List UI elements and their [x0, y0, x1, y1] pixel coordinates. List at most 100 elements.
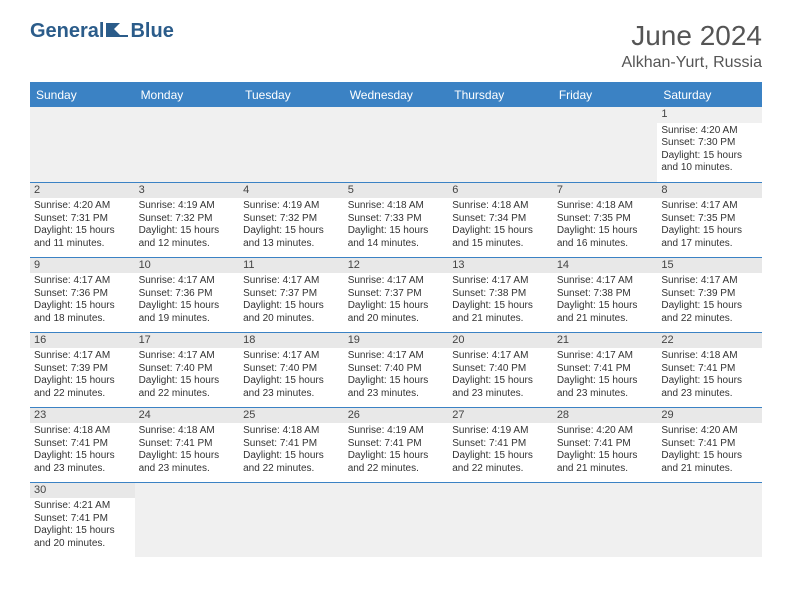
daylight-text: Daylight: 15 hours — [243, 375, 340, 388]
sunrise-text: Sunrise: 4:20 AM — [661, 125, 758, 138]
calendar-day-cell: 14Sunrise: 4:17 AMSunset: 7:38 PMDayligh… — [553, 257, 658, 332]
sunset-text: Sunset: 7:35 PM — [661, 213, 758, 226]
daylight-text: Daylight: 15 hours — [34, 375, 131, 388]
sunrise-text: Sunrise: 4:18 AM — [452, 200, 549, 213]
daylight-text: Daylight: 15 hours — [452, 450, 549, 463]
calendar-day-cell — [239, 482, 344, 557]
day-number: 8 — [657, 183, 762, 199]
brand-text-2: Blue — [130, 20, 173, 43]
daylight-text: Daylight: 15 hours — [139, 225, 236, 238]
calendar-day-cell: 28Sunrise: 4:20 AMSunset: 7:41 PMDayligh… — [553, 407, 658, 482]
daylight-text: and 23 minutes. — [139, 463, 236, 476]
day-number: 27 — [448, 408, 553, 424]
sunset-text: Sunset: 7:41 PM — [139, 438, 236, 451]
daylight-text: and 14 minutes. — [348, 238, 445, 251]
sunrise-text: Sunrise: 4:17 AM — [661, 200, 758, 213]
day-number: 20 — [448, 333, 553, 349]
sunset-text: Sunset: 7:30 PM — [661, 137, 758, 150]
calendar-day-cell: 30Sunrise: 4:21 AMSunset: 7:41 PMDayligh… — [30, 482, 135, 557]
daylight-text: and 22 minutes. — [139, 388, 236, 401]
daylight-text: Daylight: 15 hours — [661, 150, 758, 163]
daylight-text: Daylight: 15 hours — [34, 225, 131, 238]
daylight-text: Daylight: 15 hours — [348, 300, 445, 313]
calendar-day-cell: 4Sunrise: 4:19 AMSunset: 7:32 PMDaylight… — [239, 182, 344, 257]
day-number: 30 — [30, 483, 135, 499]
weekday-header: Thursday — [448, 83, 553, 108]
sunrise-text: Sunrise: 4:18 AM — [139, 425, 236, 438]
sunset-text: Sunset: 7:40 PM — [139, 363, 236, 376]
day-number: 6 — [448, 183, 553, 199]
calendar-day-cell — [135, 482, 240, 557]
daylight-text: and 22 minutes. — [452, 463, 549, 476]
day-number: 4 — [239, 183, 344, 199]
calendar-day-cell: 7Sunrise: 4:18 AMSunset: 7:35 PMDaylight… — [553, 182, 658, 257]
calendar-day-cell: 21Sunrise: 4:17 AMSunset: 7:41 PMDayligh… — [553, 332, 658, 407]
calendar-day-cell: 12Sunrise: 4:17 AMSunset: 7:37 PMDayligh… — [344, 257, 449, 332]
sunrise-text: Sunrise: 4:20 AM — [34, 200, 131, 213]
daylight-text: and 17 minutes. — [661, 238, 758, 251]
daylight-text: and 21 minutes. — [661, 463, 758, 476]
sunrise-text: Sunrise: 4:19 AM — [243, 200, 340, 213]
calendar-day-cell: 10Sunrise: 4:17 AMSunset: 7:36 PMDayligh… — [135, 257, 240, 332]
sunset-text: Sunset: 7:41 PM — [34, 513, 131, 526]
sunrise-text: Sunrise: 4:18 AM — [557, 200, 654, 213]
sunrise-text: Sunrise: 4:17 AM — [243, 350, 340, 363]
sunrise-text: Sunrise: 4:19 AM — [348, 425, 445, 438]
daylight-text: and 10 minutes. — [661, 162, 758, 175]
page-header: GeneralBlue June 2024 Alkhan-Yurt, Russi… — [0, 0, 792, 82]
daylight-text: and 23 minutes. — [452, 388, 549, 401]
weekday-header: Monday — [135, 83, 240, 108]
calendar-day-cell — [657, 482, 762, 557]
calendar-day-cell: 17Sunrise: 4:17 AMSunset: 7:40 PMDayligh… — [135, 332, 240, 407]
daylight-text: Daylight: 15 hours — [243, 225, 340, 238]
day-number: 9 — [30, 258, 135, 274]
sunset-text: Sunset: 7:32 PM — [243, 213, 340, 226]
calendar-day-cell: 8Sunrise: 4:17 AMSunset: 7:35 PMDaylight… — [657, 182, 762, 257]
sunset-text: Sunset: 7:38 PM — [452, 288, 549, 301]
weekday-header: Sunday — [30, 83, 135, 108]
calendar-day-cell: 16Sunrise: 4:17 AMSunset: 7:39 PMDayligh… — [30, 332, 135, 407]
sunrise-text: Sunrise: 4:18 AM — [243, 425, 340, 438]
sunset-text: Sunset: 7:41 PM — [348, 438, 445, 451]
daylight-text: Daylight: 15 hours — [34, 525, 131, 538]
sunrise-text: Sunrise: 4:20 AM — [557, 425, 654, 438]
sunrise-text: Sunrise: 4:17 AM — [243, 275, 340, 288]
sunset-text: Sunset: 7:31 PM — [34, 213, 131, 226]
daylight-text: and 22 minutes. — [661, 313, 758, 326]
sunrise-text: Sunrise: 4:17 AM — [139, 275, 236, 288]
daylight-text: Daylight: 15 hours — [139, 375, 236, 388]
calendar-day-cell: 23Sunrise: 4:18 AMSunset: 7:41 PMDayligh… — [30, 407, 135, 482]
calendar-table: Sunday Monday Tuesday Wednesday Thursday… — [30, 82, 762, 557]
calendar-day-cell: 5Sunrise: 4:18 AMSunset: 7:33 PMDaylight… — [344, 182, 449, 257]
sunset-text: Sunset: 7:32 PM — [139, 213, 236, 226]
daylight-text: Daylight: 15 hours — [557, 450, 654, 463]
daylight-text: Daylight: 15 hours — [139, 450, 236, 463]
calendar-day-cell — [239, 107, 344, 182]
sunset-text: Sunset: 7:36 PM — [139, 288, 236, 301]
daylight-text: and 21 minutes. — [557, 463, 654, 476]
calendar-day-cell: 1Sunrise: 4:20 AMSunset: 7:30 PMDaylight… — [657, 107, 762, 182]
daylight-text: and 23 minutes. — [243, 388, 340, 401]
daylight-text: Daylight: 15 hours — [661, 450, 758, 463]
calendar-day-cell: 6Sunrise: 4:18 AMSunset: 7:34 PMDaylight… — [448, 182, 553, 257]
calendar-day-cell — [553, 107, 658, 182]
calendar-week-row: 30Sunrise: 4:21 AMSunset: 7:41 PMDayligh… — [30, 482, 762, 557]
day-number: 26 — [344, 408, 449, 424]
calendar-day-cell: 18Sunrise: 4:17 AMSunset: 7:40 PMDayligh… — [239, 332, 344, 407]
calendar-week-row: 9Sunrise: 4:17 AMSunset: 7:36 PMDaylight… — [30, 257, 762, 332]
sunrise-text: Sunrise: 4:17 AM — [348, 350, 445, 363]
daylight-text: and 23 minutes. — [348, 388, 445, 401]
daylight-text: Daylight: 15 hours — [348, 225, 445, 238]
day-number: 25 — [239, 408, 344, 424]
sunset-text: Sunset: 7:37 PM — [243, 288, 340, 301]
sunset-text: Sunset: 7:41 PM — [661, 438, 758, 451]
day-number: 29 — [657, 408, 762, 424]
day-number: 28 — [553, 408, 658, 424]
sunrise-text: Sunrise: 4:18 AM — [348, 200, 445, 213]
day-number: 7 — [553, 183, 658, 199]
daylight-text: and 18 minutes. — [34, 313, 131, 326]
daylight-text: Daylight: 15 hours — [557, 300, 654, 313]
calendar-day-cell: 11Sunrise: 4:17 AMSunset: 7:37 PMDayligh… — [239, 257, 344, 332]
calendar-day-cell: 27Sunrise: 4:19 AMSunset: 7:41 PMDayligh… — [448, 407, 553, 482]
sunrise-text: Sunrise: 4:21 AM — [34, 500, 131, 513]
